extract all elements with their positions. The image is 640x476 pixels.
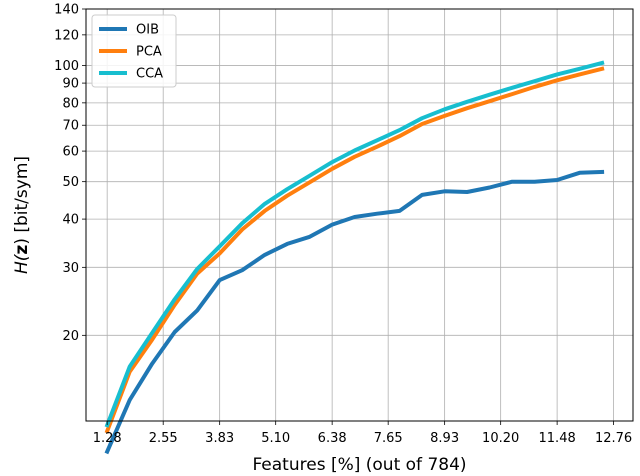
y-tick-label: 40 — [62, 213, 79, 228]
legend-label-oib: OIB — [136, 23, 159, 38]
x-axis-ticks: 1.28 2.55 3.83 5.10 6.38 7.65 8.93 10.20 11.48 12… — [93, 421, 632, 446]
series-line-pca — [104, 66, 605, 434]
legend: OIB PCA CCA — [91, 14, 177, 88]
grid — [86, 8, 633, 421]
x-tick-label: 1.28 — [93, 431, 122, 446]
series-line-cca — [104, 60, 605, 428]
x-tick-label: 12.76 — [595, 431, 632, 446]
x-tick-label: 10.20 — [482, 431, 519, 446]
series-lines — [104, 60, 605, 455]
x-tick-label: 8.93 — [430, 431, 459, 446]
x-tick-label: 2.55 — [149, 431, 178, 446]
y-tick-label: 120 — [54, 28, 79, 43]
x-axis-label: Features [%] (out of 784) — [252, 455, 466, 475]
x-tick-label: 11.48 — [539, 431, 576, 446]
y-tick-label: 20 — [62, 329, 79, 344]
y-axis-ticks: 20 30 40 50 60 70 80 90 100 120 140 — [54, 3, 86, 344]
plot-frame — [85, 8, 634, 422]
legend-label-pca: PCA — [136, 45, 162, 60]
y-tick-label: 80 — [62, 96, 79, 111]
legend-box — [91, 14, 177, 88]
x-tick-label: 5.10 — [261, 431, 290, 446]
x-tick-label: 3.83 — [205, 431, 234, 446]
y-tick-label: 90 — [62, 77, 79, 92]
y-tick-label: 70 — [62, 119, 79, 134]
y-tick-label: 100 — [54, 59, 79, 74]
x-tick-label: 6.38 — [318, 431, 347, 446]
y-axis-label: H(z) [bit/sym] — [12, 156, 32, 274]
y-tick-label: 50 — [62, 175, 79, 190]
y-tick-label: 140 — [54, 3, 79, 18]
series-line-oib — [104, 169, 605, 455]
y-tick-label: 30 — [62, 261, 79, 276]
x-tick-label: 7.65 — [374, 431, 403, 446]
legend-label-cca: CCA — [136, 67, 163, 82]
y-tick-label: 60 — [62, 145, 79, 160]
